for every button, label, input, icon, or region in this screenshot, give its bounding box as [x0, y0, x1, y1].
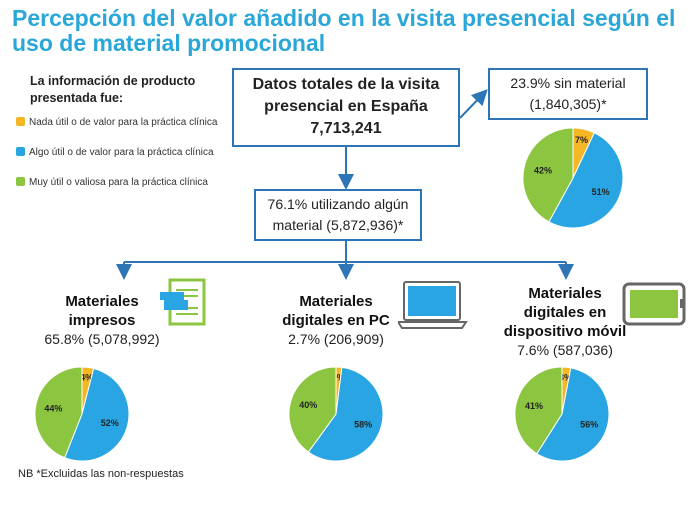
pie-value-label: 42% — [534, 165, 552, 175]
footnote: NB *Excluidas las non-respuestas — [18, 468, 184, 480]
document-icon — [160, 278, 206, 326]
legend-swatch-blue — [16, 147, 25, 156]
arrow-main-to-sin — [459, 89, 488, 119]
using-material-box: 76.1% utilizando algún material (5,872,9… — [254, 189, 422, 241]
pie-movil: 3% 56% 41% — [514, 366, 610, 462]
pie-value-label: 51% — [592, 187, 610, 197]
pie-value-label: 44% — [44, 404, 62, 414]
legend-heading: La información de producto presentada fu… — [30, 74, 196, 105]
category-value: 2.7% (206,909) — [288, 331, 384, 347]
pie-pc: 2% 58% 40% — [288, 366, 384, 462]
using-line2: material (5,872,936)* — [272, 217, 404, 233]
sin-material-box: 23.9% sin material (1,840,305)* — [488, 68, 648, 120]
category-title: digitales en — [523, 304, 607, 321]
legend-label: Nada útil o de valor para la práctica cl… — [29, 117, 218, 128]
pie-slice — [64, 367, 130, 462]
legend-swatch-green — [16, 177, 25, 186]
pie-slice — [288, 366, 337, 453]
category-impresos: Materiales impresos 65.8% (5,078,992) — [28, 292, 176, 348]
category-value: 7.6% (587,036) — [517, 342, 613, 358]
pie-value-label: 56% — [580, 420, 598, 430]
pie-value-label: 4% — [80, 373, 93, 383]
pie-value-label: 41% — [525, 401, 543, 411]
sin-line2: (1,840,305)* — [529, 96, 607, 112]
pie-impresos: 4% 52% 44% — [34, 366, 130, 462]
category-value: 65.8% (5,078,992) — [44, 331, 160, 347]
pie-value-label: 2% — [332, 372, 345, 382]
pie-value-label: 58% — [354, 420, 372, 430]
total-line1: Datos totales de la visita — [252, 76, 440, 93]
total-value: 7,713,241 — [310, 120, 382, 137]
total-visits-box: Datos totales de la visita presencial en… — [232, 68, 460, 147]
pie-sin-material: 7% 51% 42% — [522, 127, 624, 229]
pie-value-label: 40% — [299, 400, 317, 410]
category-movil: Materiales digitales en dispositivo móvi… — [490, 284, 640, 359]
pie-value-label: 7% — [575, 135, 588, 145]
category-title: Materiales — [299, 293, 373, 310]
tablet-icon — [622, 282, 686, 326]
pie-slice — [514, 366, 563, 455]
legend-swatch-yellow — [16, 117, 25, 126]
pie-slice — [548, 132, 624, 229]
page-title: Percepción del valor añadido en la visit… — [12, 5, 676, 56]
category-title: impresos — [68, 312, 136, 329]
pie-slice — [34, 366, 83, 459]
laptop-icon — [398, 281, 468, 329]
legend-label: Algo útil o de valor para la práctica cl… — [29, 147, 214, 158]
pie-value-label: 3% — [559, 373, 572, 383]
category-title: Materiales — [528, 285, 602, 302]
pie-slice — [536, 367, 610, 462]
category-title: dispositivo móvil — [503, 323, 627, 340]
using-line1: 76.1% utilizando algún — [267, 196, 409, 212]
pie-value-label: 52% — [101, 418, 119, 428]
legend-label: Muy útil o valiosa para la práctica clín… — [29, 177, 208, 188]
pie-slice — [307, 366, 384, 462]
pie-slice — [522, 127, 574, 223]
category-pc: Materiales digitales en PC 2.7% (206,909… — [262, 292, 410, 348]
sin-line1: 23.9% sin material — [510, 75, 626, 91]
category-title: digitales en PC — [282, 312, 390, 329]
total-line2: presencial en España — [264, 98, 428, 115]
category-title: Materiales — [65, 293, 139, 310]
